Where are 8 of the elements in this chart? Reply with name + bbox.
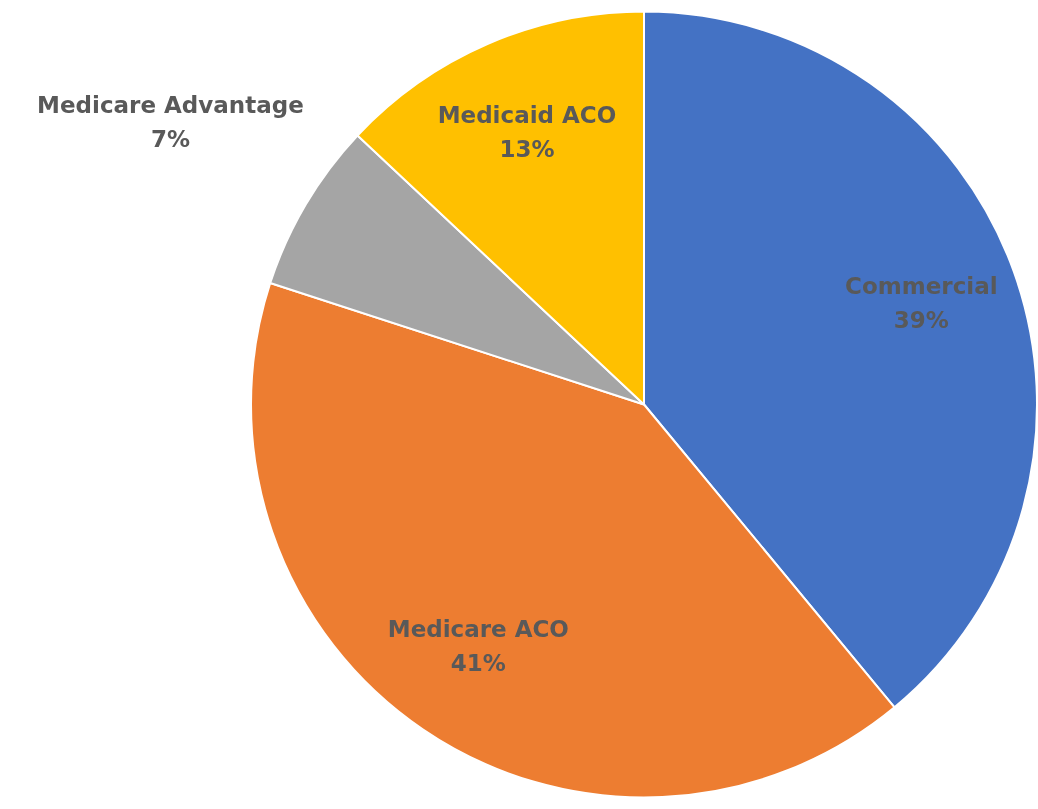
data-label: 13%	[499, 135, 555, 162]
data-label: 7%	[150, 126, 190, 153]
slice-label: Medicare Advantage	[37, 92, 304, 119]
slice-label: Commercial	[845, 272, 998, 299]
slice-label: Medicaid ACO	[437, 101, 617, 128]
slice-label: Medicare ACO	[387, 616, 569, 643]
data-label: 39%	[893, 306, 949, 333]
data-label: 41%	[450, 650, 506, 677]
